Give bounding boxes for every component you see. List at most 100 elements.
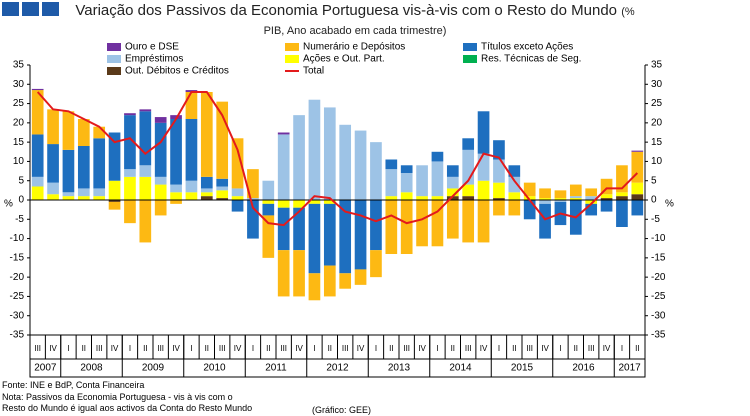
x-tick-label: IV	[234, 344, 242, 353]
x-tick-label: II	[82, 344, 86, 353]
bar-segment	[139, 165, 152, 177]
x-tick-label: II	[205, 344, 209, 353]
y-tick-label: -5	[15, 214, 24, 225]
bar-segment	[62, 192, 75, 197]
legend-label: Ouro e DSE	[125, 42, 179, 53]
legend-label: Numerário e Depósitos	[303, 42, 405, 53]
bar-segment	[385, 196, 398, 200]
x-tick-label: IV	[49, 344, 57, 353]
year-label: 2009	[142, 363, 165, 374]
x-tick-label: I	[375, 344, 377, 353]
bar-segment	[216, 190, 229, 199]
bar-segment	[523, 200, 536, 220]
x-tick-label: IV	[541, 344, 549, 353]
bar-segment	[323, 200, 336, 204]
bar-segment	[216, 186, 229, 191]
bar-segment	[231, 138, 244, 189]
y2-tick-label: 20	[651, 117, 663, 128]
y-tick-label: 25	[13, 98, 25, 109]
bar-segment	[277, 134, 290, 200]
bar-segment	[370, 200, 382, 251]
bar-segment	[585, 203, 598, 216]
x-tick-label: II	[328, 344, 332, 353]
bar-segment	[93, 188, 106, 197]
bar-segment	[47, 194, 59, 200]
legend-swatch	[107, 67, 121, 75]
bar-segment	[216, 178, 229, 187]
bar-segment	[539, 200, 551, 204]
bar-segment	[93, 138, 106, 189]
bar-segment	[462, 149, 475, 185]
bar-segment	[124, 115, 136, 170]
bar-segment	[200, 196, 213, 200]
x-tick-label: III	[96, 344, 103, 353]
bar-segment	[354, 200, 367, 270]
bar-segment	[77, 188, 90, 197]
logo-square	[2, 2, 19, 16]
year-label: 2016	[572, 363, 595, 374]
year-label: 2015	[511, 363, 534, 374]
x-tick-label: I	[190, 344, 192, 353]
y2-tick-label: 0	[651, 195, 657, 206]
year-label: 2011	[265, 363, 287, 374]
chart-title: Variação dos Passivos da Economia Portug…	[75, 2, 618, 19]
y2-tick-label: -30	[651, 310, 666, 321]
bar-segment	[31, 176, 44, 187]
y2-tick-label: 5	[651, 175, 657, 186]
x-tick-label: II	[635, 344, 639, 353]
y2-tick-label: -5	[651, 214, 660, 225]
bar-segment	[477, 111, 490, 154]
y-tick-label: -20	[10, 272, 25, 283]
bar-segment	[323, 107, 336, 200]
bar-segment	[216, 198, 229, 200]
bar-segment	[385, 169, 398, 197]
bar-segment	[631, 182, 644, 195]
bar-segment	[631, 200, 644, 216]
bar-segment	[585, 188, 598, 197]
y-tick-label: -35	[10, 330, 25, 341]
bar-segment	[600, 198, 613, 200]
y2-tick-label: 10	[651, 156, 663, 167]
bar-segment	[47, 109, 59, 145]
bar-segment	[139, 111, 152, 166]
bar-segment	[400, 165, 413, 173]
bar-segment	[62, 111, 75, 150]
bar-segment	[62, 196, 75, 200]
bar-segment	[108, 132, 121, 181]
bar-segment	[339, 200, 352, 274]
bar-segment	[416, 196, 428, 200]
bar-segment	[385, 200, 398, 254]
bar-segment	[631, 151, 644, 183]
x-tick-label: III	[219, 344, 226, 353]
bar-segment	[47, 182, 59, 195]
bar-segment	[31, 90, 44, 135]
year-label: 2012	[326, 363, 349, 374]
x-tick-label: II	[512, 344, 516, 353]
bar-segment	[154, 176, 167, 185]
bar-segment	[370, 142, 382, 200]
bar-segment	[354, 130, 367, 200]
logo-square	[22, 2, 39, 16]
bar-segment	[154, 122, 167, 177]
legend-swatch	[463, 55, 477, 63]
note: Nota: Passivos da Economia Portuguesa - …	[2, 392, 233, 402]
bar-segment	[462, 200, 475, 243]
bar-segment	[170, 119, 182, 185]
legend-swatch	[285, 43, 299, 51]
bar-segment	[493, 182, 505, 199]
bar-segment	[62, 149, 75, 193]
legend-label: Ações e Out. Part.	[303, 54, 385, 65]
bar-segment	[554, 198, 567, 200]
bar-segment	[216, 101, 229, 179]
bar-segment	[277, 200, 290, 208]
bar-segment	[600, 178, 613, 195]
y2-tick-label: 25	[651, 98, 663, 109]
bar-segment	[293, 250, 305, 297]
bar-segment	[370, 250, 382, 278]
x-tick-label: III	[526, 344, 533, 353]
legend-swatch	[107, 43, 121, 51]
bar-segment	[247, 169, 259, 199]
x-tick-label: I	[67, 344, 69, 353]
y-tick-label: 5	[18, 175, 24, 186]
bar-segment	[154, 184, 167, 200]
